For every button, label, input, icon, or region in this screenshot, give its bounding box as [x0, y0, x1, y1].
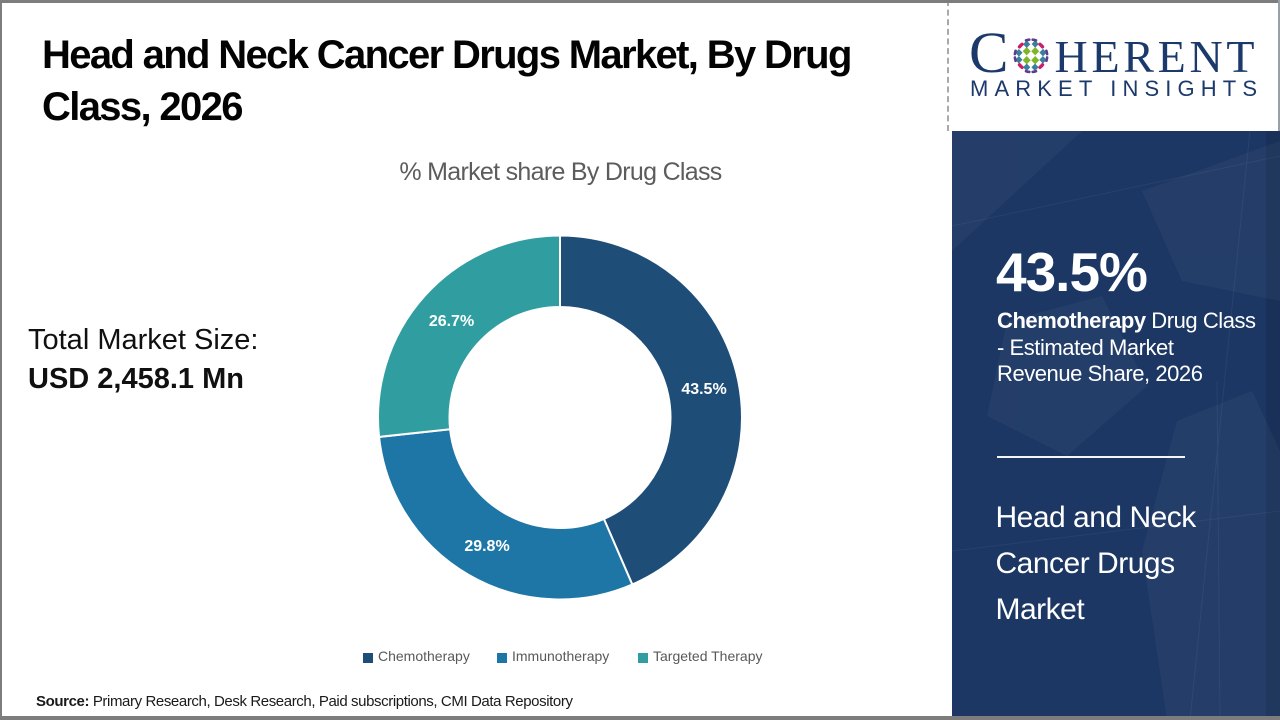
svg-text:HERENT: HERENT [1055, 31, 1255, 82]
svg-text:MARKET INSIGHTS: MARKET INSIGHTS [970, 76, 1257, 101]
svg-text:C: C [969, 20, 1009, 85]
